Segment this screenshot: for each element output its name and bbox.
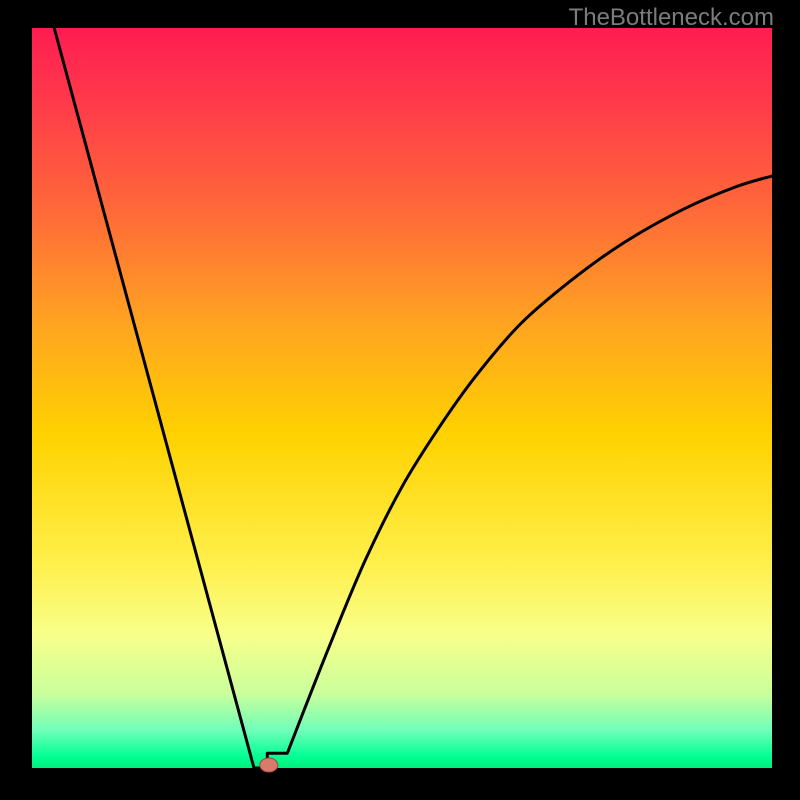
watermark-text: TheBottleneck.com <box>569 4 774 32</box>
chart-canvas: TheBottleneck.com <box>0 0 800 800</box>
gradient-plot-area <box>32 28 772 768</box>
